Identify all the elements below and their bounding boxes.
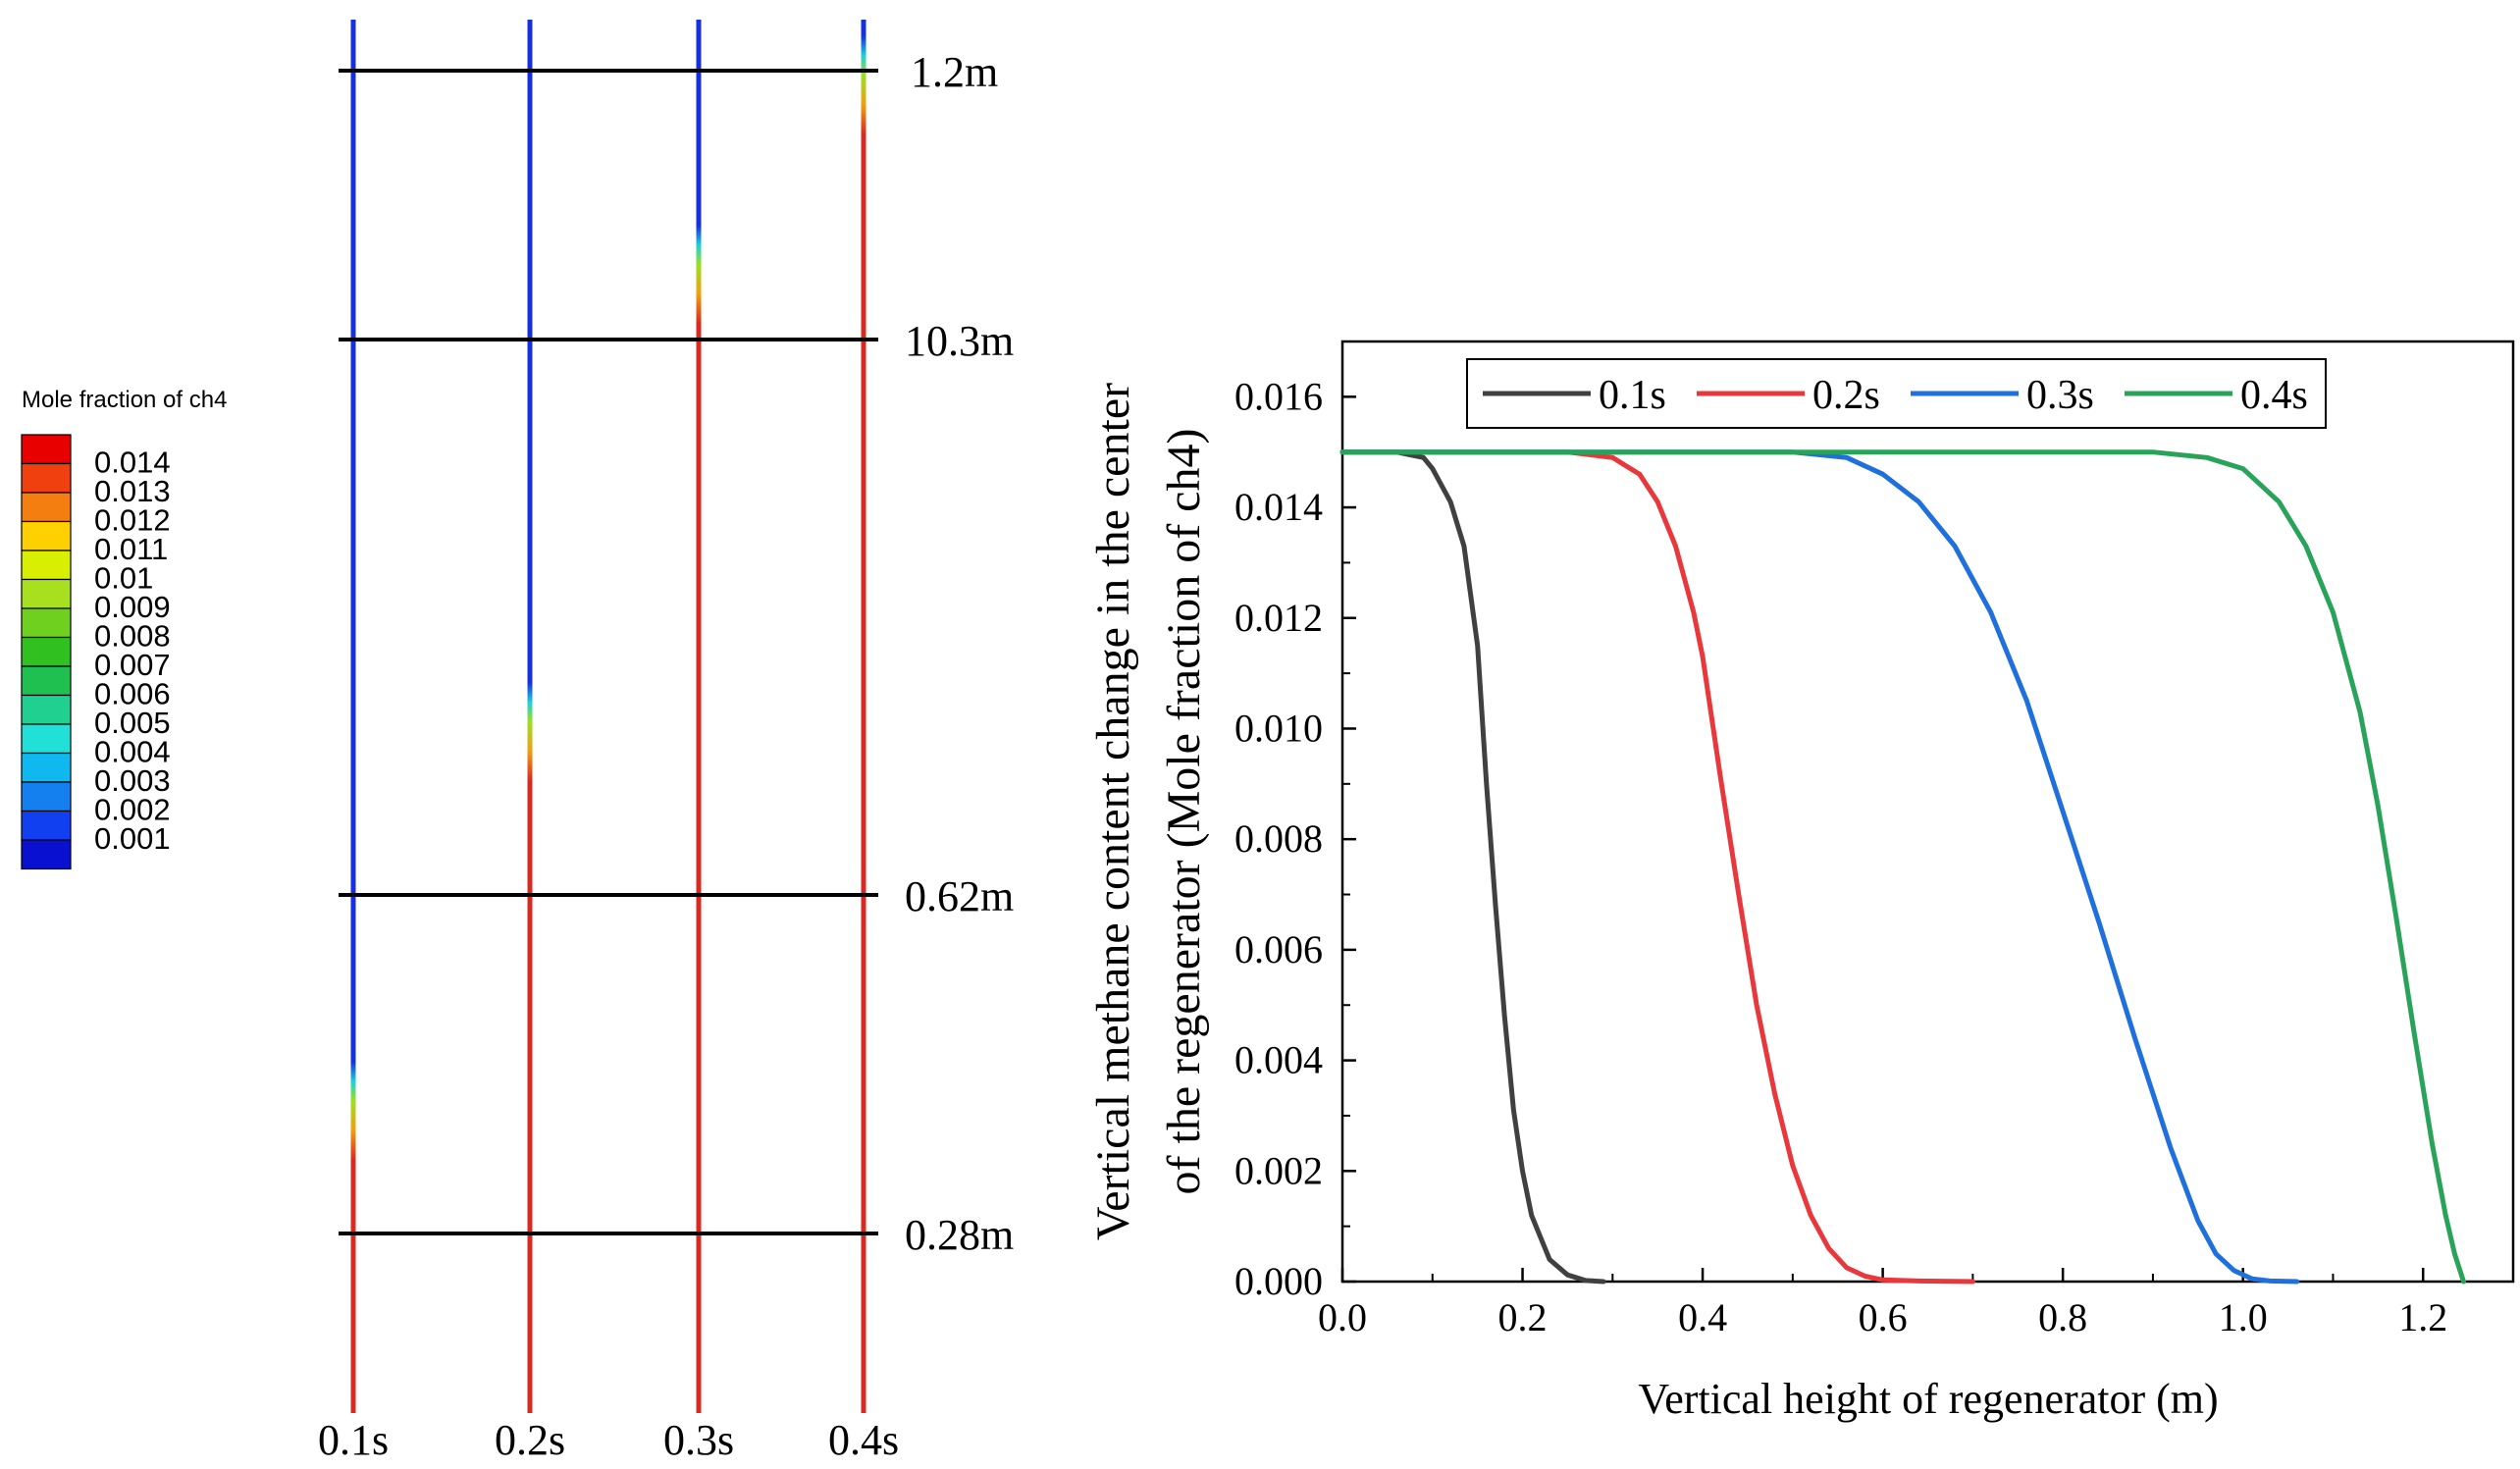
- colorbar-swatch: [21, 694, 72, 725]
- y-axis-title-line-1: Vertical methane content change in the c…: [1087, 383, 1139, 1240]
- colorbar-swatch: [21, 434, 72, 465]
- series-lines: [1339, 449, 2466, 1285]
- contour-column-0-1s: [350, 20, 356, 1413]
- y-tick-label: 0.004: [1234, 1038, 1323, 1082]
- colorbar-swatch: [21, 752, 72, 783]
- colorbar-labels: 0.0140.0130.0120.0110.010.0090.0080.0070…: [94, 446, 171, 857]
- y-tick-label: 0.002: [1234, 1148, 1323, 1192]
- contour-column-0-4s: [861, 20, 866, 1413]
- time-label-0-4s: 0.4s: [828, 1416, 899, 1464]
- series-line-0-1s: [1339, 449, 1606, 1285]
- height-label-0-62m: 0.62m: [905, 872, 1014, 920]
- colorbar-label: 0.011: [94, 532, 168, 566]
- legend-label: 0.1s: [1599, 373, 1666, 418]
- colorbar-legend: Mole fraction of ch4 0.0140.0130.0120.01…: [21, 387, 227, 870]
- colorbar-label: 0.004: [94, 735, 171, 769]
- colorbar-label: 0.009: [94, 590, 171, 624]
- y-tick-label: 0.014: [1234, 485, 1323, 529]
- y-tick-label: 0.000: [1234, 1259, 1323, 1303]
- colorbar-label: 0.008: [94, 619, 171, 654]
- line-chart: 0.0 0.2 0.4 0.6 0.8 1.0 1.2 0.000 0.002 0.004 0.00…: [1087, 340, 2515, 1423]
- colorbar-label: 0.006: [94, 677, 171, 711]
- column-lines: [350, 20, 866, 1413]
- axis-ticks: 0.0 0.2 0.4 0.6 0.8 1.0 1.2 0.000 0.002 0.004 0.00…: [1234, 374, 2447, 1339]
- legend-label: 0.2s: [1812, 373, 1880, 418]
- x-axis-title: Vertical height of regenerator (m): [1638, 1375, 2218, 1423]
- colorbar-label: 0.001: [94, 821, 171, 856]
- colorbar-swatch: [21, 723, 72, 755]
- colorbar-swatch: [21, 520, 72, 551]
- colorbar-swatch: [21, 607, 72, 639]
- x-tick-label: 1.0: [2219, 1295, 2268, 1339]
- colorbar-swatch: [21, 550, 72, 581]
- y-tick-label: 0.010: [1234, 706, 1323, 750]
- legend-label: 0.4s: [2240, 373, 2308, 418]
- contour-column-0-2s: [527, 20, 533, 1413]
- colorbar-swatch: [21, 492, 72, 523]
- time-label-0-1s: 0.1s: [318, 1416, 389, 1464]
- legend-label: 0.3s: [2026, 373, 2094, 418]
- colorbar-label: 0.005: [94, 706, 171, 740]
- x-tick-label: 0.4: [1678, 1295, 1727, 1339]
- colorbar-swatch: [21, 462, 72, 494]
- colorbar-swatch: [21, 636, 72, 667]
- colorbar-label: 0.003: [94, 763, 171, 798]
- x-tick-label: 0.8: [2038, 1295, 2087, 1339]
- x-tick-label: 0.2: [1498, 1295, 1548, 1339]
- y-tick-label: 0.016: [1234, 374, 1323, 418]
- legend-items: 0.1s 0.2s 0.3s 0.4s: [1483, 373, 2308, 418]
- colorbar-label: 0.012: [94, 503, 171, 538]
- colorbar-label: 0.007: [94, 648, 171, 682]
- colorbar-swatch: [21, 665, 72, 697]
- y-tick-label: 0.012: [1234, 596, 1323, 640]
- height-label-0-28m: 0.28m: [905, 1211, 1014, 1259]
- x-tick-label: 0.6: [1859, 1295, 1908, 1339]
- colorbar-label: 0.014: [94, 446, 171, 480]
- colorbar-label: 0.002: [94, 793, 171, 827]
- x-tick-label: 1.2: [2398, 1295, 2447, 1339]
- series-line-0-2s: [1339, 449, 1975, 1285]
- y-tick-label: 0.008: [1234, 816, 1323, 861]
- contour-panel: 1.2m 10.3m 0.62m 0.28m 0.1s 0.2s 0.3s 0.…: [318, 20, 1014, 1464]
- colorbar-swatch: [21, 578, 72, 609]
- x-tick-label: 0.0: [1318, 1295, 1367, 1339]
- time-label-0-3s: 0.3s: [663, 1416, 734, 1464]
- colorbar-swatch: [21, 781, 72, 813]
- y-tick-label: 0.006: [1234, 927, 1323, 971]
- legend-box: 0.1s 0.2s 0.3s 0.4s: [1466, 358, 2327, 429]
- contour-column-0-3s: [696, 20, 702, 1413]
- series-line-0-4s: [1339, 449, 2466, 1285]
- colorbar-label: 0.013: [94, 474, 171, 508]
- colorbar-swatch: [21, 839, 72, 870]
- y-axis-title-line-2: of the regenerator (Mole fraction of ch4…: [1158, 429, 1210, 1195]
- height-label-1-2m: 1.2m: [911, 48, 998, 96]
- colorbar-swatches: [21, 434, 72, 870]
- height-label-10-3m: 10.3m: [905, 317, 1014, 365]
- time-label-0-2s: 0.2s: [495, 1416, 565, 1464]
- colorbar-title: Mole fraction of ch4: [22, 387, 227, 413]
- series-line-0-3s: [1339, 449, 2300, 1285]
- colorbar-label: 0.01: [94, 561, 153, 596]
- colorbar-swatch: [21, 810, 72, 841]
